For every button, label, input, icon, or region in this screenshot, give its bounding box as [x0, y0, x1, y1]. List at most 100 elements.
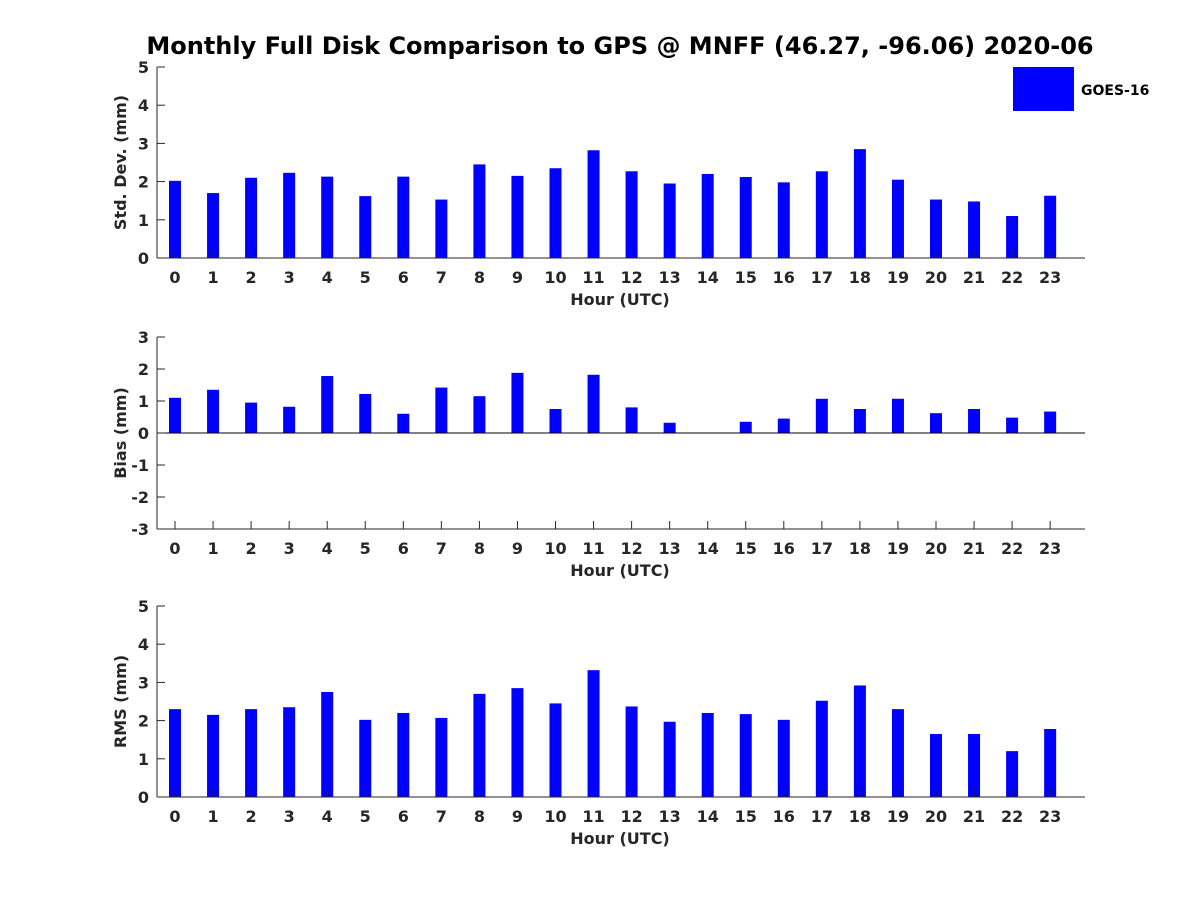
- bar-panel2-hour-1: [207, 389, 220, 433]
- y-tick-label-panel1: 3: [138, 134, 149, 153]
- bar-panel2-hour-19: [891, 398, 904, 433]
- x-tick-label-panel3: 13: [659, 807, 681, 826]
- x-tick-label-panel3: 23: [1039, 807, 1061, 826]
- x-tick-label-panel2: 13: [659, 539, 681, 558]
- x-tick-label-panel2: 6: [398, 539, 409, 558]
- x-tick-label-panel1: 0: [169, 268, 180, 287]
- x-tick-label-panel1: 2: [246, 268, 257, 287]
- x-tick-label-panel2: 17: [811, 539, 833, 558]
- bar-panel3-hour-16: [777, 719, 790, 797]
- y-tick-label-panel2: -1: [131, 456, 149, 475]
- x-tick-label-panel2: 9: [512, 539, 523, 558]
- y-axis-label-panel1: Std. Dev. (mm): [111, 95, 130, 230]
- bar-panel3-hour-8: [473, 693, 486, 797]
- bar-panel3-hour-19: [891, 709, 904, 797]
- x-tick-label-panel3: 5: [360, 807, 371, 826]
- x-tick-label-panel2: 8: [474, 539, 485, 558]
- x-tick-label-panel3: 19: [887, 807, 909, 826]
- x-tick-label-panel1: 14: [697, 268, 719, 287]
- bar-panel3-hour-0: [169, 709, 181, 797]
- x-tick-label-panel3: 11: [582, 807, 604, 826]
- y-tick-label-panel3: 1: [138, 750, 149, 769]
- bar-panel3-hour-21: [968, 733, 981, 797]
- x-tick-label-panel3: 2: [246, 807, 257, 826]
- x-tick-label-panel3: 1: [207, 807, 218, 826]
- bar-panel3-hour-9: [511, 688, 524, 797]
- bar-panel1-hour-8: [473, 164, 486, 258]
- bar-panel2-hour-18: [853, 409, 866, 433]
- x-tick-label-panel1: 20: [925, 268, 947, 287]
- bar-panel2-hour-11: [587, 374, 600, 433]
- x-tick-label-panel1: 6: [398, 268, 409, 287]
- x-tick-label-panel3: 17: [811, 807, 833, 826]
- x-tick-label-panel2: 16: [773, 539, 795, 558]
- y-tick-label-panel2: 2: [138, 360, 149, 379]
- bar-panel3-hour-5: [359, 719, 372, 797]
- x-tick-label-panel2: 18: [849, 539, 871, 558]
- y-tick-label-panel3: 3: [138, 673, 149, 692]
- y-axis-label-panel2: Bias (mm): [111, 387, 130, 479]
- x-tick-label-panel3: 3: [284, 807, 295, 826]
- x-tick-label-panel2: 0: [169, 539, 180, 558]
- x-tick-label-panel3: 10: [544, 807, 566, 826]
- x-tick-label-panel1: 9: [512, 268, 523, 287]
- bar-panel2-hour-21: [968, 409, 981, 433]
- x-tick-label-panel2: 11: [582, 539, 604, 558]
- bar-panel3-hour-17: [815, 700, 828, 797]
- x-tick-label-panel2: 2: [246, 539, 257, 558]
- bar-panel1-hour-11: [587, 150, 600, 258]
- bar-panel2-hour-5: [359, 393, 372, 433]
- y-tick-label-panel1: 5: [138, 58, 149, 77]
- x-tick-label-panel3: 9: [512, 807, 523, 826]
- x-tick-label-panel1: 5: [360, 268, 371, 287]
- bar-panel2-hour-12: [625, 407, 638, 433]
- bar-panel2-hour-4: [321, 376, 334, 433]
- bar-panel2-hour-6: [397, 413, 410, 433]
- x-tick-label-panel3: 6: [398, 807, 409, 826]
- bar-panel2-hour-7: [435, 387, 448, 433]
- y-tick-label-panel3: 0: [138, 788, 149, 807]
- x-tick-label-panel3: 15: [735, 807, 757, 826]
- bar-panel1-hour-4: [321, 176, 334, 258]
- y-tick-label-panel2: 0: [138, 424, 149, 443]
- y-tick-label-panel1: 0: [138, 249, 149, 268]
- bar-panel1-hour-5: [359, 196, 372, 258]
- x-tick-label-panel2: 19: [887, 539, 909, 558]
- bar-panel3-hour-10: [549, 703, 562, 797]
- bar-panel1-hour-3: [283, 172, 296, 258]
- x-tick-label-panel1: 11: [582, 268, 604, 287]
- x-tick-label-panel1: 22: [1001, 268, 1023, 287]
- bar-panel2-hour-17: [815, 398, 828, 433]
- x-tick-label-panel3: 12: [620, 807, 642, 826]
- y-tick-label-panel1: 4: [138, 96, 149, 115]
- x-tick-label-panel3: 22: [1001, 807, 1023, 826]
- legend-swatch: [1013, 67, 1074, 111]
- bar-panel3-hour-4: [321, 691, 334, 797]
- bar-panel2-hour-0: [169, 397, 181, 433]
- x-tick-label-panel2: 5: [360, 539, 371, 558]
- y-tick-label-panel2: -3: [131, 520, 149, 539]
- x-tick-label-panel3: 8: [474, 807, 485, 826]
- bar-panel1-hour-2: [245, 177, 258, 258]
- bar-panel1-hour-0: [169, 180, 181, 258]
- x-tick-label-panel2: 20: [925, 539, 947, 558]
- bar-panel3-hour-2: [245, 709, 258, 797]
- bar-panel1-hour-7: [435, 199, 448, 258]
- y-axis-label-panel3: RMS (mm): [111, 655, 130, 748]
- x-tick-label-panel3: 18: [849, 807, 871, 826]
- x-tick-label-panel3: 7: [436, 807, 447, 826]
- x-tick-label-panel1: 19: [887, 268, 909, 287]
- x-tick-label-panel3: 14: [697, 807, 719, 826]
- bar-panel3-hour-22: [1006, 751, 1019, 797]
- x-tick-label-panel2: 3: [284, 539, 295, 558]
- x-tick-label-panel1: 1: [207, 268, 218, 287]
- bar-panel3-hour-12: [625, 706, 638, 797]
- x-tick-label-panel1: 7: [436, 268, 447, 287]
- x-axis-label-panel1: Hour (UTC): [570, 290, 670, 309]
- bar-panel3-hour-11: [587, 670, 600, 797]
- x-tick-label-panel1: 10: [544, 268, 566, 287]
- bar-panel1-hour-1: [207, 193, 220, 258]
- bar-panel2-hour-15: [739, 421, 752, 433]
